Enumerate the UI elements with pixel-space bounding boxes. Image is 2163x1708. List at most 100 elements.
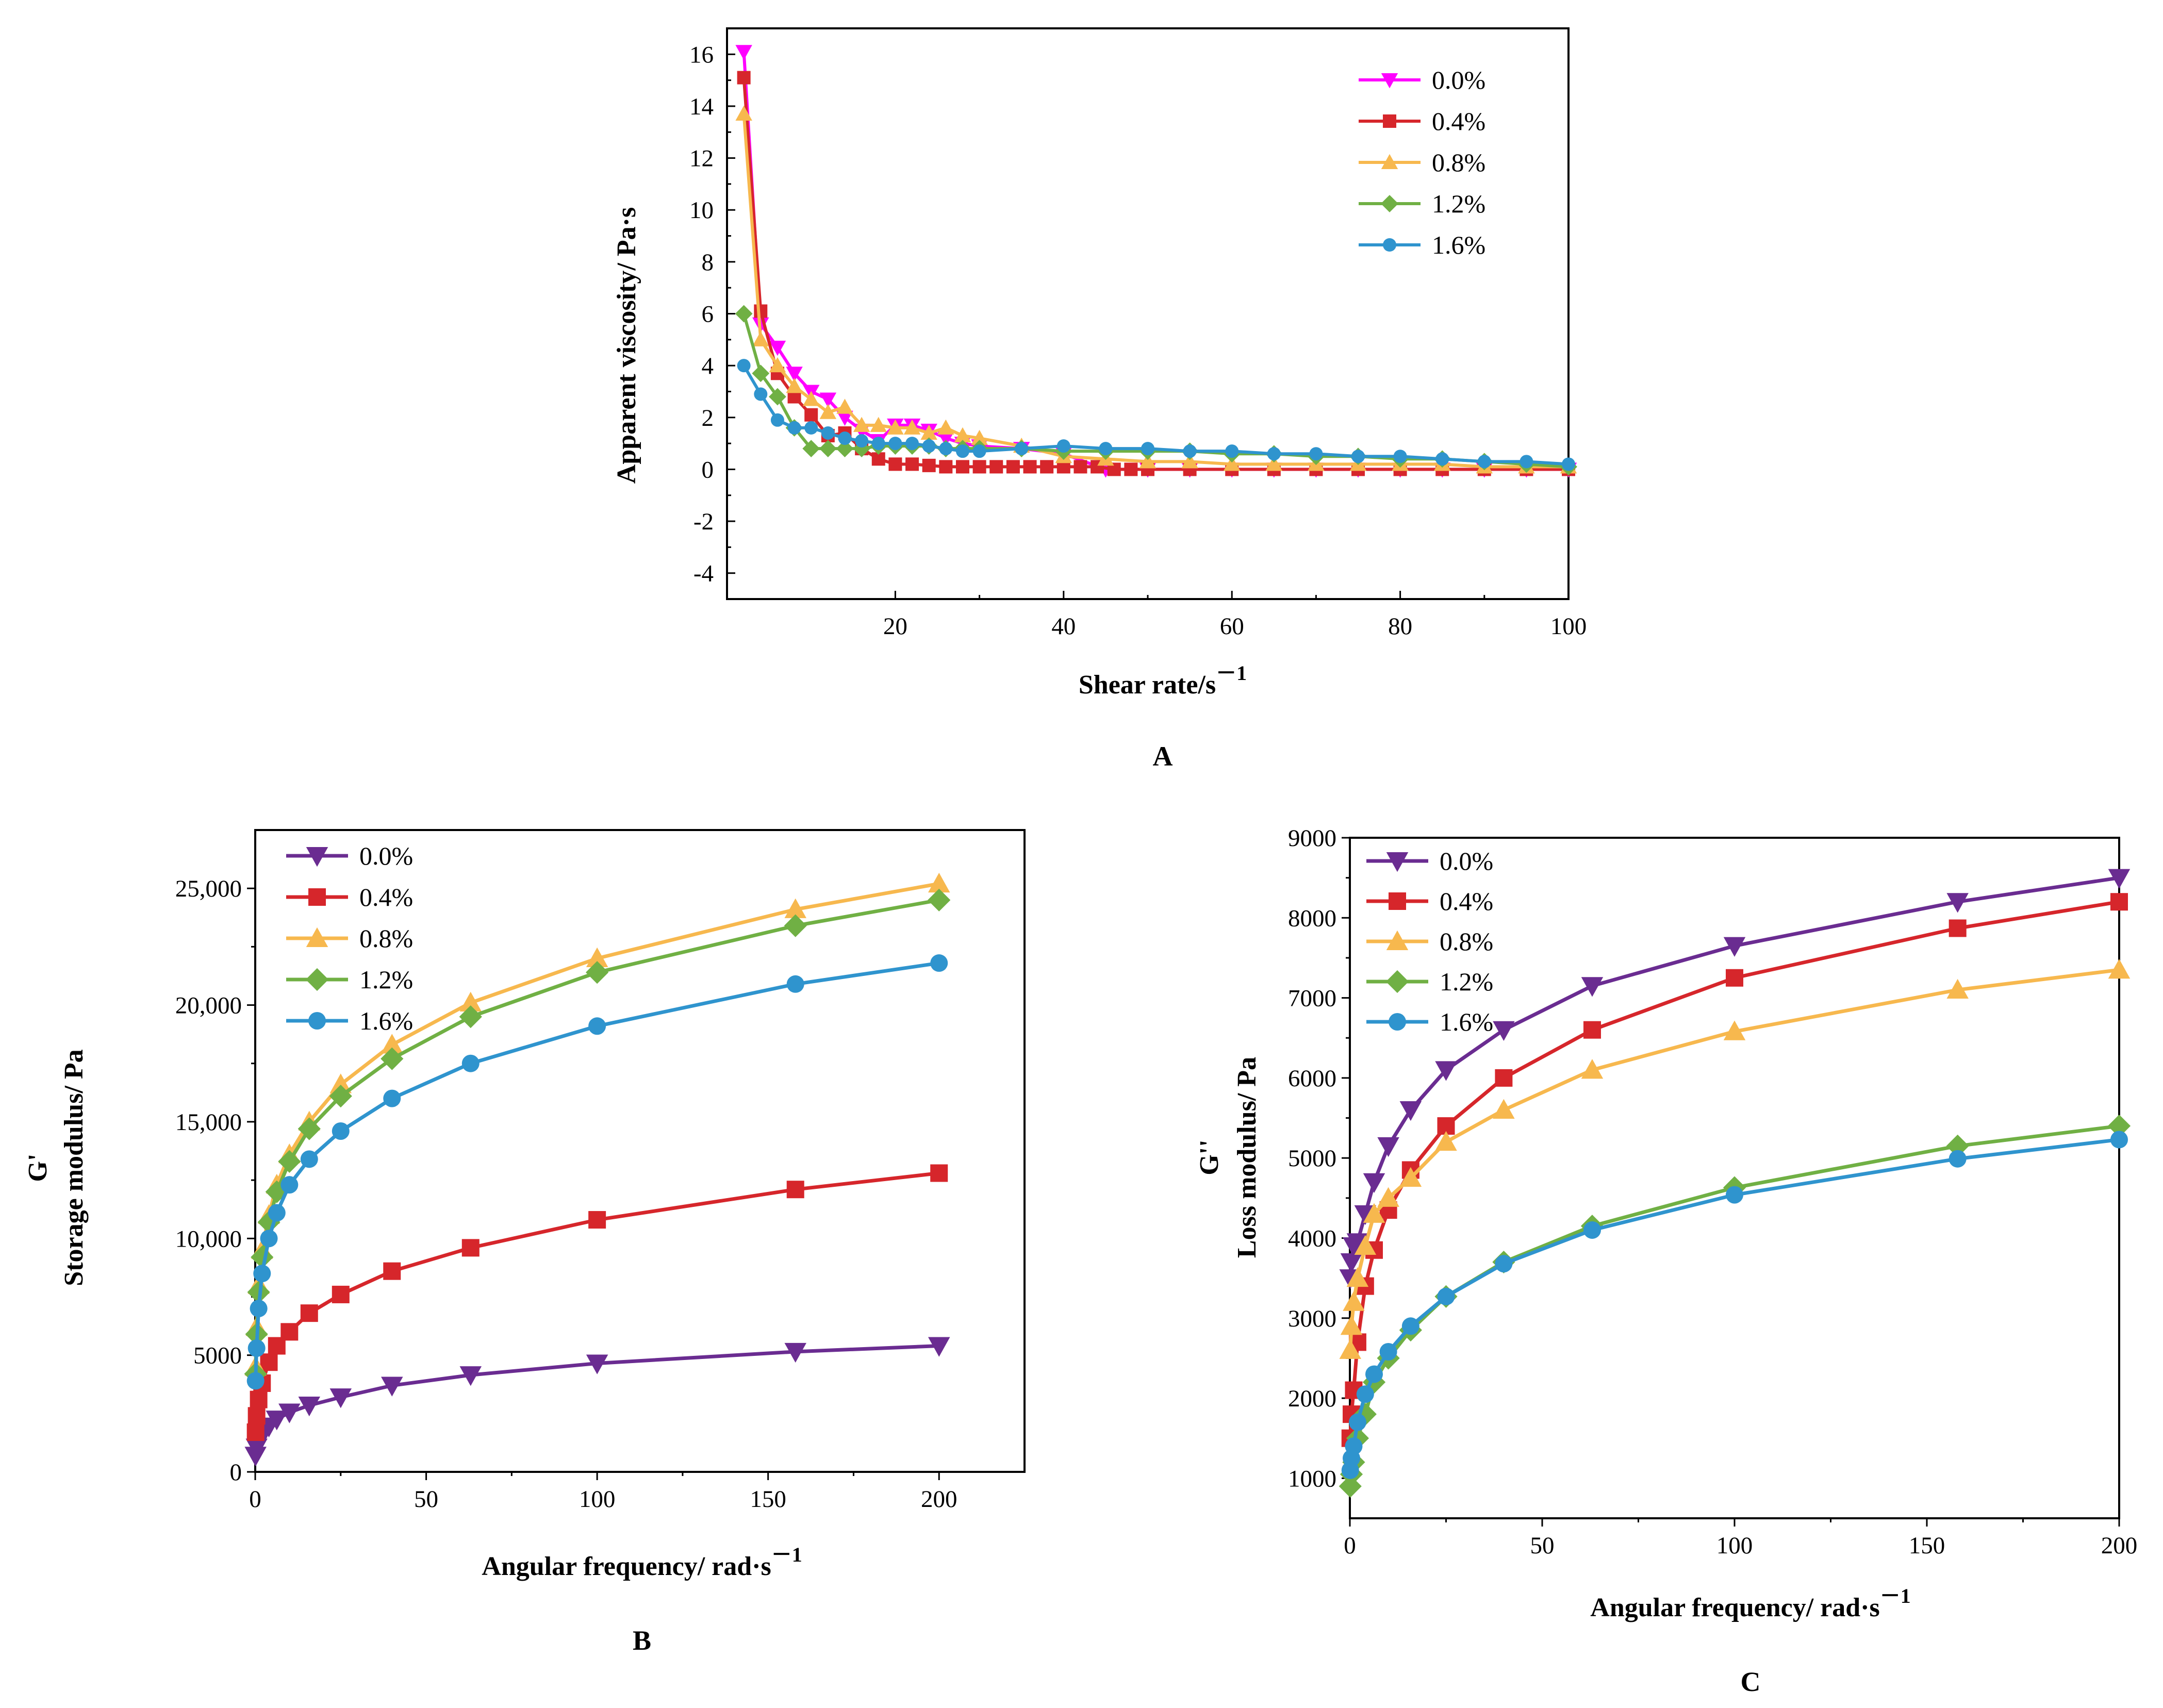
data-point bbox=[459, 1005, 482, 1029]
data-point bbox=[266, 1411, 288, 1431]
x-tick-label: 0 bbox=[249, 1486, 261, 1513]
data-point bbox=[586, 947, 608, 967]
data-point bbox=[1139, 453, 1157, 469]
data-point bbox=[1726, 1186, 1743, 1204]
data-point bbox=[1099, 442, 1113, 456]
legend-marker bbox=[305, 968, 329, 991]
data-point bbox=[2108, 869, 2131, 889]
data-point bbox=[939, 442, 953, 456]
series-1.2% bbox=[244, 888, 951, 1385]
data-point bbox=[246, 1372, 265, 1390]
data-point bbox=[930, 954, 948, 972]
data-point bbox=[1346, 1267, 1369, 1287]
series-1.6% bbox=[1341, 1131, 2128, 1479]
data-point bbox=[1949, 1150, 1967, 1168]
data-point bbox=[1340, 1253, 1363, 1273]
data-point bbox=[784, 898, 806, 918]
legend-label: 0.4% bbox=[1440, 887, 1493, 916]
y-tick-label: 6000 bbox=[1288, 1065, 1336, 1092]
data-point bbox=[888, 437, 902, 451]
legend-marker bbox=[308, 888, 326, 906]
data-point bbox=[853, 417, 870, 432]
legend-marker bbox=[1383, 114, 1396, 128]
data-point bbox=[955, 460, 969, 474]
data-point bbox=[1348, 1413, 1366, 1431]
y-tick-label: 0 bbox=[230, 1459, 242, 1486]
data-point bbox=[855, 434, 869, 448]
data-point bbox=[280, 1323, 299, 1341]
legend-marker bbox=[306, 927, 328, 947]
chart-c: G'' Loss modulus/ Pa Angular frequency/ … bbox=[1195, 825, 2137, 1697]
data-point bbox=[1365, 1365, 1383, 1383]
data-point bbox=[836, 399, 853, 414]
data-point bbox=[903, 419, 921, 435]
data-point bbox=[1562, 457, 1575, 471]
data-point bbox=[769, 340, 786, 356]
data-point bbox=[1583, 1221, 1601, 1239]
series-0.4% bbox=[246, 1164, 948, 1441]
data-point bbox=[461, 1054, 480, 1072]
data-point bbox=[1183, 444, 1197, 458]
data-point bbox=[754, 304, 768, 318]
data-point bbox=[786, 1181, 804, 1199]
y-tick-label: 3000 bbox=[1288, 1305, 1336, 1332]
data-point bbox=[1124, 462, 1138, 476]
y-tick-label: -2 bbox=[694, 508, 714, 535]
data-point bbox=[752, 331, 769, 346]
x-tick-label: 50 bbox=[1530, 1532, 1555, 1559]
y-tick-label: 7000 bbox=[1288, 985, 1336, 1012]
y-tick-label: 2000 bbox=[1288, 1385, 1336, 1412]
x-tick-label: 150 bbox=[1909, 1532, 1945, 1559]
data-point bbox=[802, 440, 820, 458]
data-point bbox=[1223, 456, 1241, 471]
data-point bbox=[461, 1239, 480, 1257]
legend-label: 1.6% bbox=[359, 1006, 413, 1035]
legend-label: 1.6% bbox=[1440, 1007, 1493, 1036]
data-point bbox=[735, 45, 752, 60]
data-point bbox=[1581, 1059, 1604, 1079]
data-point bbox=[459, 1366, 482, 1386]
data-point bbox=[381, 1047, 404, 1070]
data-point bbox=[1265, 456, 1283, 471]
chart-b-xlabel: Angular frequency/ rad·s－1 bbox=[482, 1543, 802, 1581]
data-point bbox=[1340, 1315, 1363, 1335]
legend-marker bbox=[1383, 238, 1396, 252]
series-0.0% bbox=[1339, 869, 2131, 1289]
data-point bbox=[1225, 444, 1239, 458]
data-point bbox=[1493, 1099, 1515, 1119]
series-0.8% bbox=[1339, 958, 2131, 1359]
data-point bbox=[786, 378, 803, 393]
chart-a-xlabel: Shear rate/s－1 bbox=[1079, 661, 1247, 700]
data-point bbox=[972, 444, 986, 458]
data-point bbox=[871, 437, 885, 451]
data-point bbox=[989, 460, 1003, 474]
data-point bbox=[1401, 1317, 1419, 1335]
data-point bbox=[954, 427, 971, 442]
data-point bbox=[329, 1388, 352, 1408]
data-point bbox=[1377, 1137, 1399, 1157]
x-tick-label: 100 bbox=[1716, 1532, 1753, 1559]
x-tick-label: 60 bbox=[1220, 613, 1244, 640]
y-tick-label: 8000 bbox=[1288, 905, 1336, 932]
legend-label: 1.2% bbox=[1440, 967, 1493, 996]
data-point bbox=[1363, 1203, 1385, 1223]
data-point bbox=[1379, 1342, 1397, 1361]
data-point bbox=[1339, 1339, 1361, 1359]
data-point bbox=[1399, 1167, 1422, 1187]
x-tick-label: 200 bbox=[921, 1486, 957, 1513]
data-point bbox=[459, 991, 482, 1012]
x-tick-label: 100 bbox=[579, 1486, 616, 1513]
data-point bbox=[332, 1285, 350, 1303]
data-point bbox=[260, 1230, 278, 1248]
data-point bbox=[1946, 1134, 1969, 1157]
data-point bbox=[1946, 979, 1969, 999]
data-point bbox=[821, 426, 835, 440]
data-point bbox=[1023, 460, 1037, 474]
series-1.6% bbox=[246, 954, 948, 1390]
data-point bbox=[1393, 450, 1407, 463]
data-point bbox=[1726, 969, 1743, 987]
data-point bbox=[1074, 460, 1087, 474]
y-tick-label: 2 bbox=[702, 405, 714, 432]
x-tick-label: 40 bbox=[1051, 613, 1076, 640]
legend-marker bbox=[1386, 930, 1409, 950]
